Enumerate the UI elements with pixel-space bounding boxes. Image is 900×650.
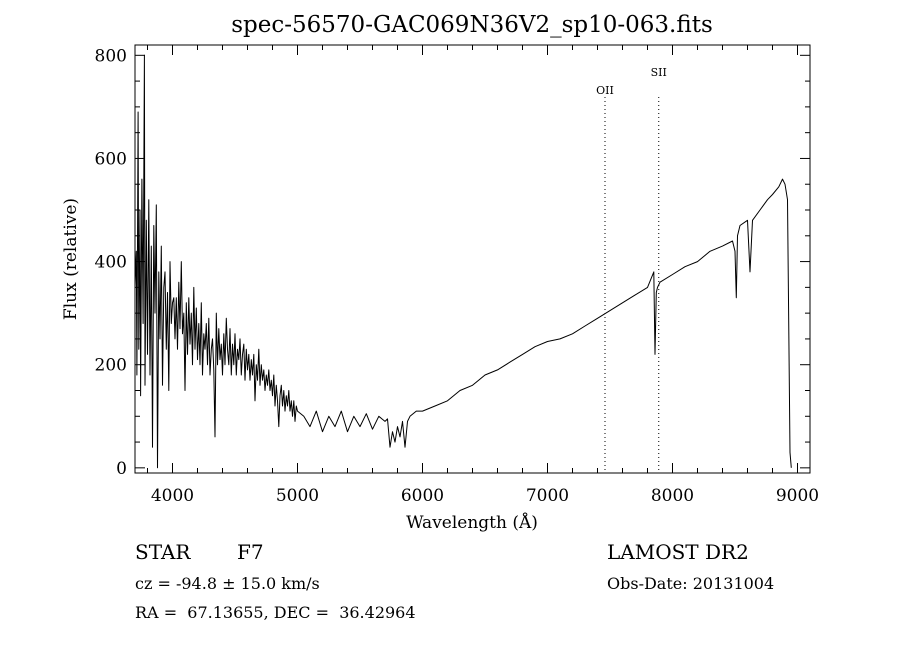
spectrum-line <box>134 54 792 469</box>
plot-frame <box>134 44 811 474</box>
object-subclass: F7 <box>237 540 264 564</box>
spectrum-series <box>134 54 792 469</box>
object-class: STAR <box>135 540 191 564</box>
y-tick-label: 800 <box>95 46 127 66</box>
obs-date-info: Obs-Date: 20131004 <box>607 574 775 593</box>
x-axis-label: Wavelength (Å) <box>406 512 538 533</box>
y-axis-label: Flux (relative) <box>61 198 81 320</box>
chart-title: spec-56570-GAC069N36V2_sp10-063.fits <box>231 12 713 38</box>
coordinates-info: RA = 67.13655, DEC = 36.42964 <box>135 603 416 622</box>
x-tick-label: 7000 <box>526 486 569 506</box>
line-annotations: OII SII <box>596 66 667 473</box>
x-tick-label: 9000 <box>776 486 819 506</box>
x-tick-label: 6000 <box>401 486 444 506</box>
y-tick-label: 200 <box>95 356 127 376</box>
x-tick-label: 4000 <box>151 486 194 506</box>
x-tick-label: 8000 <box>651 486 694 506</box>
annotation-label: OII <box>596 84 614 97</box>
survey-name: LAMOST DR2 <box>607 540 749 564</box>
annotation-label: SII <box>651 66 667 79</box>
x-tick-label: 5000 <box>276 486 319 506</box>
y-tick-label: 0 <box>116 459 127 479</box>
axis-ticks <box>135 45 810 473</box>
redshift-info: cz = -94.8 ± 15.0 km/s <box>135 574 320 593</box>
y-tick-label: 600 <box>95 149 127 169</box>
tick-labels: 4000 5000 6000 7000 8000 9000 0 200 400 600 800 <box>95 46 820 506</box>
y-tick-label: 400 <box>95 253 127 273</box>
